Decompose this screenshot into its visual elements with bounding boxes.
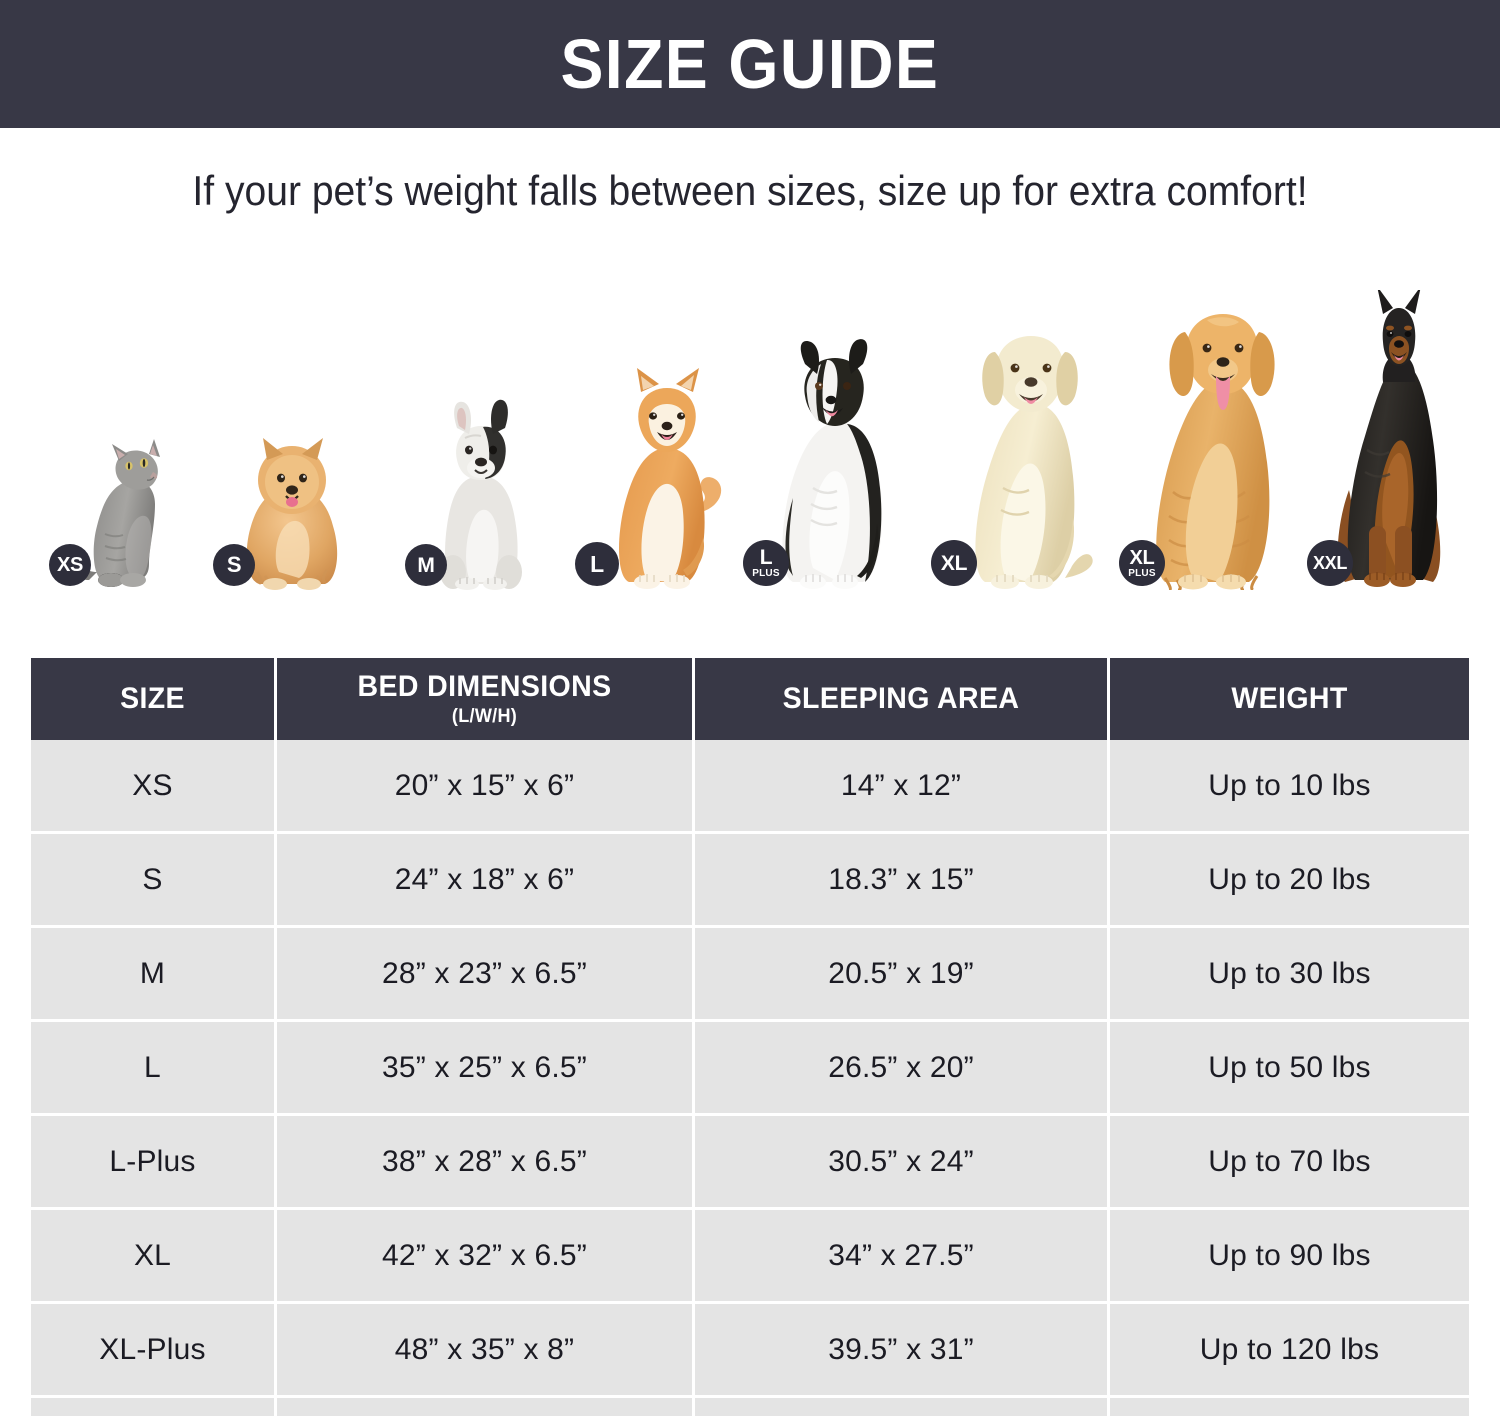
row-cell-sleeping-area: 44.5” x 37.5”	[695, 1398, 1110, 1416]
size-badge-label: XS	[56, 554, 84, 576]
row-cell-bed-dimensions: 48” x 35” x 8”	[277, 1304, 695, 1398]
pet-size-lineup: XS	[31, 290, 1469, 590]
column-header-weight: WEIGHT	[1110, 658, 1469, 740]
row-cell-size: XL-Plus	[31, 1304, 277, 1398]
size-guide-table: SIZE BED DIMENSIONS (L/W/H) SLEEPING ARE…	[31, 658, 1469, 1416]
animal-french-bulldog	[440, 399, 522, 590]
table-row: XXL53” x 42” x 8”44.5” x 37.5”Up to 150 …	[31, 1398, 1469, 1416]
size-badge-label: XL	[1129, 546, 1155, 569]
row-cell-bed-dimensions: 42” x 32” x 6.5”	[277, 1210, 695, 1304]
row-cell-size: XXL	[31, 1398, 277, 1416]
pet-slot-xs: XS	[49, 430, 199, 590]
row-cell-weight: Up to 70 lbs	[1110, 1116, 1469, 1210]
header-band: SIZE GUIDE	[0, 0, 1500, 128]
pet-slot-l-plus: L PLUS	[743, 338, 917, 590]
row-cell-weight: Up to 10 lbs	[1110, 740, 1469, 834]
table-header: SIZE BED DIMENSIONS (L/W/H) SLEEPING ARE…	[31, 658, 1469, 740]
size-badge-xs: XS	[49, 544, 91, 586]
column-header-size-label: SIZE	[120, 682, 185, 715]
animal-pomeranian	[246, 438, 338, 590]
size-badge-xxl: XXL	[1307, 540, 1353, 586]
pet-slot-xl-plus: XL PLUS	[1119, 302, 1307, 590]
size-badge-label: S	[226, 552, 242, 577]
column-header-sleeping-area: SLEEPING AREA	[695, 658, 1110, 740]
row-cell-size: L-Plus	[31, 1116, 277, 1210]
subtitle-note: If your pet’s weight falls between sizes…	[192, 167, 1308, 214]
table-row: S 24” x 18” x 6” 18.3” x 15” Up to 20 lbs	[31, 834, 1469, 928]
pet-slot-l: L	[575, 362, 743, 590]
size-badge-sublabel: PLUS	[1128, 567, 1156, 579]
size-badge-xl: XL	[931, 540, 977, 586]
size-badge-label: L	[590, 550, 604, 577]
size-badge-l: L	[575, 542, 619, 586]
row-cell-weight: Up to 120 lbs	[1110, 1304, 1469, 1398]
table-row: XS 20” x 15” x 6” 14” x 12” Up to 10 lbs	[31, 740, 1469, 834]
row-cell-sleeping-area: 39.5” x 31”	[695, 1304, 1110, 1398]
pet-slot-s: S	[213, 422, 371, 590]
row-cell-bed-dimensions: 38” x 28” x 6.5”	[277, 1116, 695, 1210]
row-cell-size: S	[31, 834, 277, 928]
row-cell-sleeping-area: 26.5” x 20”	[695, 1022, 1110, 1116]
column-header-bed-dimensions: BED DIMENSIONS (L/W/H)	[277, 658, 695, 740]
size-badge-sublabel: PLUS	[752, 568, 780, 579]
column-header-bed-sublabel: (L/W/H)	[451, 706, 518, 727]
size-badge-label: M	[417, 553, 435, 577]
pet-slot-m: M	[405, 394, 557, 590]
row-cell-sleeping-area: 30.5” x 24”	[695, 1116, 1110, 1210]
animal-yellow-labrador	[975, 336, 1093, 589]
column-header-bed-label: BED DIMENSIONS	[357, 670, 612, 703]
row-cell-sleeping-area: 14” x 12”	[695, 740, 1110, 834]
table-row: M 28” x 23” x 6.5” 20.5” x 19” Up to 30 lbs	[31, 928, 1469, 1022]
row-cell-bed-dimensions: 28” x 23” x 6.5”	[277, 928, 695, 1022]
animal-grey-cat	[71, 439, 160, 587]
row-cell-weight: Up to 90 lbs	[1110, 1210, 1469, 1304]
row-cell-weight: Up to 30 lbs	[1110, 928, 1469, 1022]
size-badge-label: L	[759, 546, 773, 569]
row-cell-sleeping-area: 18.3” x 15”	[695, 834, 1110, 928]
row-cell-size: XS	[31, 740, 277, 834]
row-cell-size: M	[31, 928, 277, 1022]
animal-shiba-inu	[619, 368, 722, 589]
row-cell-size: XL	[31, 1210, 277, 1304]
table-row: L 35” x 25” x 6.5” 26.5” x 20” Up to 50 lbs	[31, 1022, 1469, 1116]
row-cell-weight: Up to 150 lbs	[1110, 1398, 1469, 1416]
pet-slot-xl: XL	[931, 320, 1113, 590]
animal-doberman	[1337, 290, 1441, 587]
table-row: L-Plus 38” x 28” x 6.5” 30.5” x 24” Up to 7…	[31, 1116, 1469, 1210]
size-badge-s: S	[213, 544, 255, 586]
size-badge-m: M	[405, 544, 447, 586]
size-badge-label: XL	[940, 551, 968, 575]
row-cell-weight: Up to 50 lbs	[1110, 1022, 1469, 1116]
row-cell-weight: Up to 20 lbs	[1110, 834, 1469, 928]
row-cell-size: L	[31, 1022, 277, 1116]
size-badge-label: XXL	[1312, 553, 1348, 573]
size-badge-l-plus: L PLUS	[743, 540, 789, 586]
row-cell-bed-dimensions: 35” x 25” x 6.5”	[277, 1022, 695, 1116]
page-title: SIZE GUIDE	[560, 25, 940, 103]
table-row: XL-Plus 48” x 35” x 8” 39.5” x 31” Up to 12…	[31, 1304, 1469, 1398]
animal-golden-retriever	[1156, 314, 1275, 590]
table-header-row: SIZE BED DIMENSIONS (L/W/H) SLEEPING ARE…	[31, 658, 1469, 740]
table-row: XL 42” x 32” x 6.5” 34” x 27.5” Up to 90 lb…	[31, 1210, 1469, 1304]
table-body: XS 20” x 15” x 6” 14” x 12” Up to 10 lbs S 24…	[31, 740, 1469, 1416]
row-cell-bed-dimensions: 24” x 18” x 6”	[277, 834, 695, 928]
row-cell-bed-dimensions: 53” x 42” x 8”	[277, 1398, 695, 1416]
pet-slot-xxl: XXL	[1307, 290, 1469, 590]
row-cell-sleeping-area: 34” x 27.5”	[695, 1210, 1110, 1304]
column-header-size: SIZE	[31, 658, 277, 740]
column-header-weight-label: WEIGHT	[1231, 682, 1348, 715]
row-cell-bed-dimensions: 20” x 15” x 6”	[277, 740, 695, 834]
column-header-sleeping-label: SLEEPING AREA	[782, 682, 1020, 715]
row-cell-sleeping-area: 20.5” x 19”	[695, 928, 1110, 1022]
size-badge-xl-plus: XL PLUS	[1119, 540, 1165, 586]
